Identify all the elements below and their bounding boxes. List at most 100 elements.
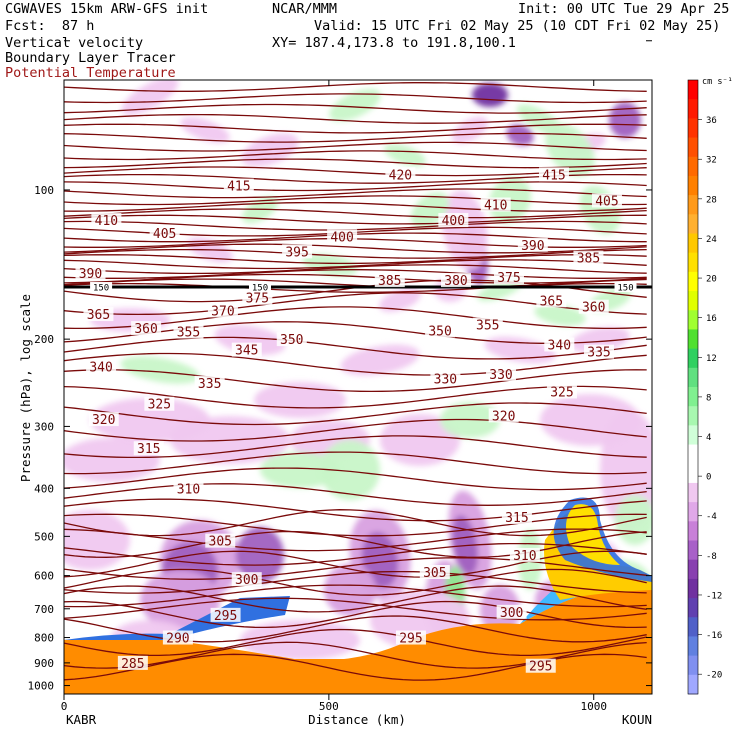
theta-label: 415 xyxy=(227,180,250,195)
y-tick-label: 600 xyxy=(34,570,54,583)
colorbar-tick-label: -4 xyxy=(706,512,717,522)
theta-label: 420 xyxy=(389,168,412,183)
theta-contour xyxy=(64,336,647,360)
theta-label-bg xyxy=(117,655,148,670)
theta-label: 415 xyxy=(542,168,565,183)
y-tick-label: 300 xyxy=(34,420,54,433)
colorbar-swatch xyxy=(688,463,698,484)
theta-label: 370 xyxy=(211,304,234,319)
theta-label: 310 xyxy=(177,482,200,497)
theta-label: 360 xyxy=(134,322,157,337)
theta-label: 400 xyxy=(330,230,353,245)
theta-label: 340 xyxy=(548,338,571,353)
theta-label-bg xyxy=(144,396,175,411)
y-tick-label: 100 xyxy=(34,184,54,197)
theta-contour xyxy=(64,123,647,134)
theta-label-bg xyxy=(242,290,273,305)
theta-contour xyxy=(64,259,647,270)
theta-contour xyxy=(64,467,647,491)
theta-contour xyxy=(64,282,647,293)
theta-label-bg xyxy=(419,564,450,579)
endpoint-right: KOUN xyxy=(622,712,652,727)
theta-contour xyxy=(64,243,647,254)
colorbar-tick-label: 24 xyxy=(706,235,717,245)
colorbar-swatch xyxy=(688,214,698,234)
colorbar-tick-label: -20 xyxy=(706,671,722,681)
bold-line-label: 150 xyxy=(252,284,268,294)
theta-label: 350 xyxy=(428,324,451,339)
colorbar-swatch xyxy=(688,329,698,350)
colorbar: 36 32 28 24 20 16 12 8 4 0 -4 -8 -12 -16 -20 xyxy=(687,79,722,695)
colorbar-tick-label: 16 xyxy=(706,314,717,324)
theta-label-bg xyxy=(374,273,405,288)
theta-label: 355 xyxy=(476,319,499,334)
theta-label-bg xyxy=(327,229,358,244)
colorbar-swatch xyxy=(688,387,698,407)
theta-label: 405 xyxy=(595,194,618,209)
axes: 100 200 300 400 500 600 700 800 900 1000 0 500 1000 xyxy=(28,40,652,713)
w-blob xyxy=(379,287,421,313)
theta-label-bg xyxy=(536,293,567,308)
plume-left xyxy=(64,596,290,640)
w-blob xyxy=(472,83,508,107)
theta-label-bg xyxy=(501,510,532,525)
bold-line-label: 150 xyxy=(93,284,109,294)
theta-label: 315 xyxy=(505,511,528,526)
theta-label: 300 xyxy=(235,573,258,588)
theta-label: 340 xyxy=(89,360,112,375)
theta-contour xyxy=(64,628,647,657)
colorbar-tick-label: 32 xyxy=(706,156,717,166)
colorbar-swatch xyxy=(688,348,698,369)
theta-label-bg xyxy=(430,371,461,386)
theta-contour xyxy=(64,402,647,426)
theta-contour xyxy=(64,214,647,225)
theta-label: 335 xyxy=(587,346,610,361)
colorbar-swatch xyxy=(688,502,698,522)
theta-label-bg xyxy=(210,607,241,622)
colorbar-tick-label: 12 xyxy=(706,354,717,364)
w-blob xyxy=(329,88,381,122)
theta-contour xyxy=(64,248,647,259)
theta-contour xyxy=(64,306,647,330)
theta-label: 380 xyxy=(444,274,467,289)
theta-contour xyxy=(64,509,647,537)
theta-contour xyxy=(64,498,647,522)
theta-contour xyxy=(64,550,647,578)
colorbar-swatch xyxy=(688,559,698,580)
theta-label: 365 xyxy=(87,308,110,323)
y-axis-label: Pressure (hPa), log scale xyxy=(18,294,33,482)
theta-contour xyxy=(64,93,647,104)
plot-frame xyxy=(63,79,653,695)
theta-contour xyxy=(64,181,647,192)
theta-contour xyxy=(64,615,647,643)
theta-label-bg xyxy=(83,307,114,322)
colorbar-swatch xyxy=(688,578,698,599)
colorbar-tick-label: 28 xyxy=(706,195,717,205)
theta-contour xyxy=(64,585,647,613)
theta-label: 375 xyxy=(246,292,269,307)
y-tick-label: 700 xyxy=(34,603,54,616)
colorbar-swatch xyxy=(688,482,698,503)
theta-label-bg xyxy=(91,213,122,228)
colorbar-swatch xyxy=(688,233,698,254)
theta-label-bg xyxy=(496,604,527,619)
theta-contour xyxy=(64,150,647,161)
theta-contour xyxy=(64,597,647,621)
x-tick-label: 0 xyxy=(61,700,68,713)
colorbar-swatch xyxy=(688,655,698,676)
theta-label-bg xyxy=(162,630,193,645)
theta-contour xyxy=(64,254,647,265)
w-blob xyxy=(545,123,595,177)
theta-label: 385 xyxy=(378,274,401,289)
theta-contour xyxy=(64,273,647,284)
theta-contour xyxy=(64,557,647,580)
theta-label: 315 xyxy=(137,442,160,457)
theta-label: 305 xyxy=(423,566,446,581)
theta-label: 345 xyxy=(235,344,258,359)
theta-label: 325 xyxy=(550,385,573,400)
theta-label-bg xyxy=(438,213,469,228)
theta-label: 285 xyxy=(121,657,144,672)
bold-line-label: 150 xyxy=(617,284,633,294)
theta-label-bg xyxy=(584,344,615,359)
theta-label-bg xyxy=(578,299,609,314)
